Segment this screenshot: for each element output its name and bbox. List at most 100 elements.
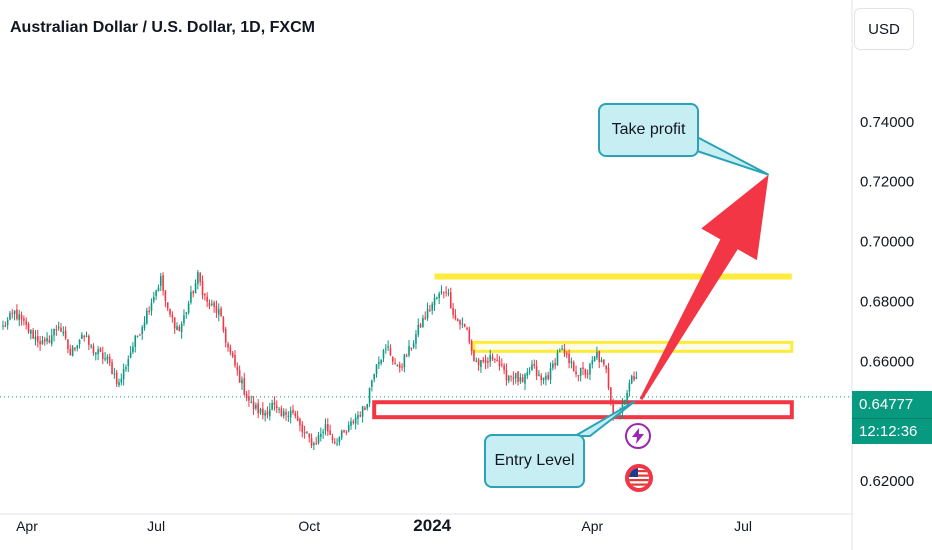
candle-body <box>292 409 294 413</box>
candle-body <box>241 379 243 384</box>
y-tick-label[interactable]: 0.72000 <box>860 174 914 191</box>
bar-countdown-tag: 12:12:36 <box>852 418 932 444</box>
candle-body <box>577 375 580 377</box>
candle-body <box>563 349 566 354</box>
candle-body <box>338 437 341 443</box>
y-tick-label[interactable]: 0.74000 <box>860 114 914 131</box>
candle-body <box>419 324 422 328</box>
candle-body <box>494 358 496 360</box>
candle-body <box>76 345 79 349</box>
candle-body <box>155 290 157 296</box>
candle-body <box>199 273 201 283</box>
candle-body <box>505 369 508 381</box>
candle-body <box>350 421 352 426</box>
candle-body <box>197 272 199 284</box>
candle-body <box>387 346 389 348</box>
candle-body <box>491 356 494 360</box>
candle-body <box>180 323 183 333</box>
candle-body <box>169 309 171 315</box>
y-tick-label[interactable]: 0.70000 <box>860 234 914 251</box>
candle-body <box>591 360 594 365</box>
x-tick-label[interactable]: Apr <box>581 518 603 534</box>
candle-body <box>477 359 480 366</box>
candle-body <box>438 293 440 298</box>
candle-body <box>503 365 505 371</box>
currency-button[interactable]: USD <box>854 8 914 50</box>
candle-body <box>201 280 204 296</box>
candle-body <box>445 291 447 293</box>
candle-body <box>364 407 366 410</box>
candle-body <box>633 376 635 380</box>
x-tick-label[interactable]: Jul <box>734 518 752 534</box>
candle-body <box>352 421 355 423</box>
candle-body <box>296 416 299 421</box>
entry-level-callout[interactable]: Entry Level <box>484 434 585 488</box>
candle-body <box>366 403 369 409</box>
candle-body <box>236 366 239 371</box>
candle-body <box>561 348 563 350</box>
candle-body <box>127 359 130 367</box>
candle-body <box>605 365 607 370</box>
last-price-tag: 0.64777 <box>852 391 932 418</box>
candle-body <box>129 352 132 358</box>
candle-body <box>224 329 227 343</box>
time-axis[interactable]: Apr Jul Oct 2024 Apr Jul <box>16 516 752 535</box>
y-tick-label[interactable]: 0.68000 <box>860 293 914 310</box>
candle-body <box>255 404 257 409</box>
candle-body <box>347 424 350 432</box>
candle-body <box>71 346 74 356</box>
candle-body <box>108 356 111 363</box>
candle-body <box>408 346 410 356</box>
candle-body <box>380 359 382 364</box>
candle-body <box>303 432 306 434</box>
candle-body <box>30 330 32 334</box>
candle-body <box>554 363 556 366</box>
x-tick-label[interactable]: 2024 <box>413 516 451 535</box>
candle-body <box>510 375 512 377</box>
candle-body <box>211 303 213 305</box>
take-profit-callout[interactable]: Take profit <box>598 103 699 157</box>
take-profit-label: Take profit <box>611 121 686 138</box>
candle-body <box>440 291 443 293</box>
candle-body <box>74 347 76 350</box>
candle-body <box>157 287 160 292</box>
candle-body <box>9 313 11 320</box>
candle-body <box>257 403 259 414</box>
candle-body <box>280 408 283 417</box>
candle-body <box>600 359 603 363</box>
candle-body <box>92 346 95 354</box>
x-tick-label[interactable]: Oct <box>298 518 320 534</box>
x-tick-label[interactable]: Jul <box>147 518 165 534</box>
candle-body <box>345 431 348 433</box>
candle-body <box>139 334 141 336</box>
candle-body <box>78 339 81 344</box>
candle-body <box>385 348 387 350</box>
candle-body <box>452 308 454 315</box>
candle-body <box>111 362 113 375</box>
candle-body <box>586 373 589 375</box>
candle-body <box>542 377 545 381</box>
candle-body <box>410 347 413 349</box>
candle-body <box>412 343 415 348</box>
candle-body <box>422 317 424 328</box>
candle-body <box>262 408 264 416</box>
y-tick-label[interactable]: 0.62000 <box>860 473 914 490</box>
flag-badge[interactable] <box>625 464 653 492</box>
price-axis[interactable]: 0.62000 0.66000 0.68000 0.70000 0.72000 0.740… <box>860 114 914 490</box>
candle-body <box>162 275 164 291</box>
event-badge[interactable] <box>625 423 651 449</box>
x-tick-label[interactable]: Apr <box>16 518 38 534</box>
candle-body <box>120 378 123 383</box>
candle-body <box>498 360 501 366</box>
candle-body <box>575 371 577 375</box>
y-tick-label[interactable]: 0.66000 <box>860 353 914 370</box>
candle-body <box>535 366 538 376</box>
candle-body <box>289 410 292 418</box>
resistance-zone <box>472 340 794 353</box>
candle-body <box>192 291 195 294</box>
candle-body <box>229 347 232 353</box>
candle-body <box>382 350 385 359</box>
candle-body <box>23 318 25 321</box>
candle-body <box>596 352 598 358</box>
